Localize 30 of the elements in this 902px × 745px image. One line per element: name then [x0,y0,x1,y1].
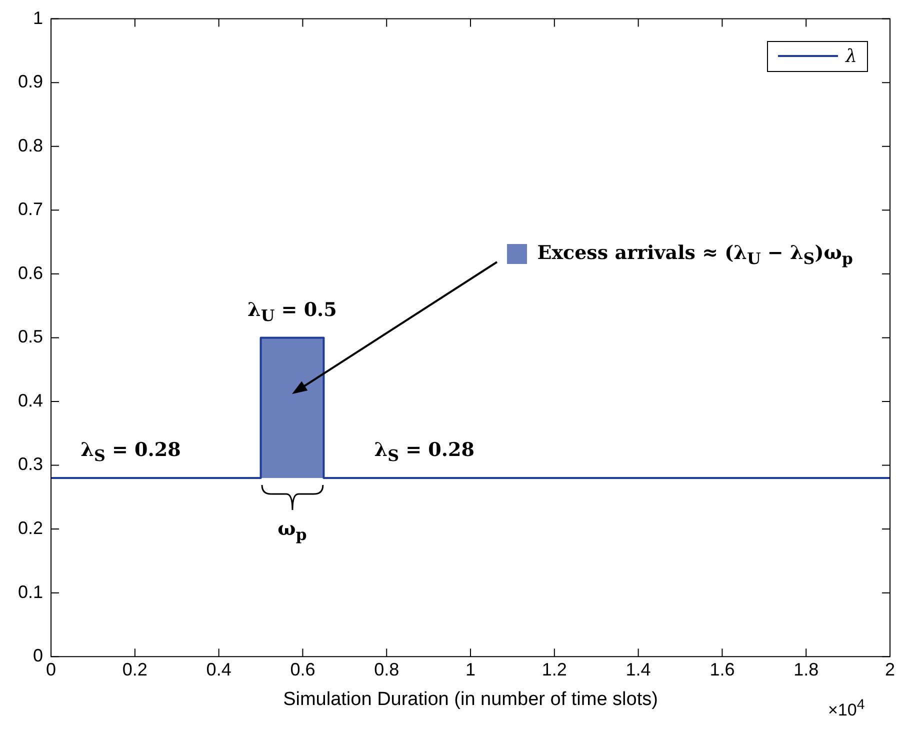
x-tick-label: 0.8 [374,659,400,680]
x-tick-label: 1.4 [626,659,651,680]
text: ×10$^{4}$ [828,696,865,720]
y-tick-label: 1 [33,8,44,28]
y-tick-label: 0.8 [18,135,44,156]
annotation: λ$_{U}$ = 0.5 [248,299,337,325]
x-tick-label: 1.8 [794,659,819,680]
x-tick-label: 0.4 [206,659,232,680]
y-tick-label: 0 [33,646,44,666]
x-axis-title: Simulation Duration (in number of time slots) [283,688,658,710]
y-tick-label: 0.1 [18,582,44,602]
y-tick-label: 0.4 [18,390,44,410]
x-tick-label: 1.6 [710,659,735,680]
x-tick-label: 2 [884,659,896,680]
y-tick-label: 0.6 [18,262,44,283]
x-tick-label: 0.6 [290,659,316,680]
x-tick-label: 1.2 [542,659,567,680]
y-tick-label: 0.9 [18,72,44,92]
x-tick-label: 0.2 [122,659,148,680]
x-tick-label: 1 [466,659,476,680]
annotation: λ$_{S}$ = 0.28 [80,439,181,466]
y-tick-label: 0.3 [18,454,44,474]
legend-label: λ [846,46,857,67]
annotation: ω$_{p}$ [278,518,307,544]
annotation: Excess arrivals ≈ (λ$_{U}$ − λ$_{S}$)ω$_{p}$ [537,242,853,268]
annotation: λ$_{S}$ = 0.28 [374,439,474,466]
y-tick-label: 0.7 [18,199,44,220]
y-tick-label: 0.5 [18,326,44,347]
y-tick-label: 0.2 [18,518,44,538]
x-tick-label: 0 [46,659,56,680]
